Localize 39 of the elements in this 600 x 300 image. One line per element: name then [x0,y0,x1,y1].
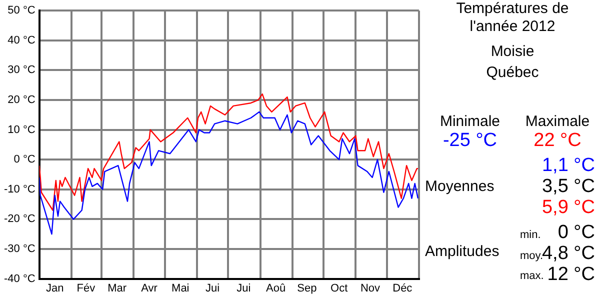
x-tick-label: Déc [392,282,413,294]
text: 3,5 °C [542,176,595,197]
text: moy. [520,250,544,262]
text: Minimale [440,113,500,130]
x-tick-label: Avr [141,282,158,294]
text: 1,1 °C [542,155,595,176]
x-tick-label: Oct [330,282,348,294]
y-tick-label: 10 °C [8,124,36,136]
x-tick-label: Mai [172,282,190,294]
text: Amplitudes [425,243,500,260]
x-tick-label: Jan [46,282,64,294]
text: min. [520,229,541,241]
x-tick-label: Nov [360,282,381,294]
y-tick-label: 40 °C [8,34,36,46]
text: 5,9 °C [542,197,595,218]
y-tick-label: 50 °C [8,4,36,17]
x-tick-label: Jui [236,282,251,294]
y-tick-label: -40 °C [4,272,36,285]
y-tick-label: 20 °C [8,94,36,106]
text: max. [520,270,544,282]
text: Moyennes [425,178,494,195]
text: Températures de l'année 2012 [456,0,569,35]
y-tick-label: -30 °C [4,243,36,256]
x-tick-label: Jui [206,282,220,294]
x-tick-label: Mar [108,282,127,294]
text: 22 °C [534,130,582,151]
text: 12 °C [547,264,595,285]
y-tick-label: -10 °C [4,183,36,196]
y-tick-label: 30 °C [8,64,36,76]
x-tick-label: Sep [297,282,317,294]
x-tick-label: Aoû [266,282,286,294]
y-tick-label: -20 °C [4,213,36,226]
y-tick-label: 0 °C [14,154,36,166]
text: Maximale [525,113,590,130]
text: 4,8 °C [542,243,595,264]
text: 0 °C [558,222,595,243]
text: Moisie Québec [486,43,539,81]
text: -25 °C [442,130,498,151]
x-tick-label: Fév [76,282,96,294]
